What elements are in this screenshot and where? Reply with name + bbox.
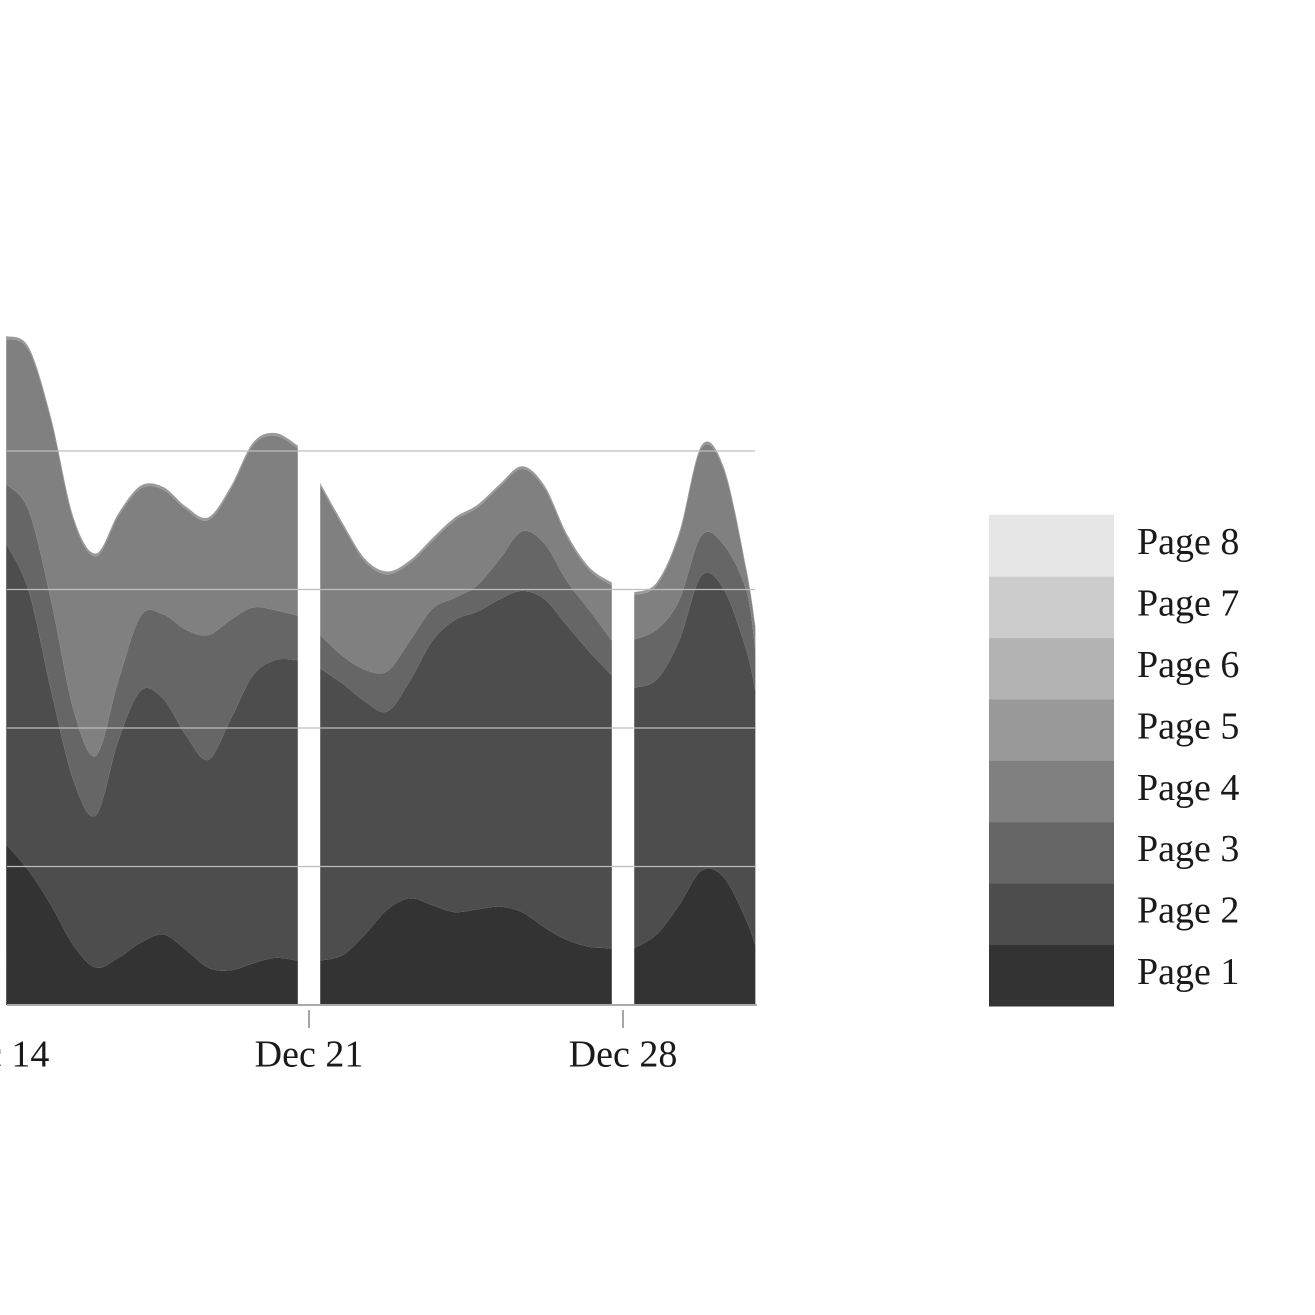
area — [6, 543, 756, 971]
legend-label: Page 5 — [1137, 705, 1239, 747]
legend-swatch — [989, 760, 1114, 823]
area — [6, 844, 756, 1005]
legend-swatch — [989, 514, 1114, 577]
area — [6, 484, 756, 817]
legend-swatch — [989, 883, 1114, 946]
x-tick-label: Dec 21 — [255, 1034, 364, 1076]
legend-label: Page 3 — [1137, 828, 1239, 870]
legend-label: Page 1 — [1137, 951, 1239, 993]
x-tick-label: Dec 28 — [569, 1034, 678, 1076]
legend-swatch — [989, 576, 1114, 639]
legend-swatch — [989, 637, 1114, 700]
legend-label: Page 2 — [1137, 890, 1239, 932]
legend-swatch — [989, 821, 1114, 884]
area — [6, 338, 756, 757]
legend-label: Page 6 — [1137, 644, 1239, 686]
legend-swatch — [989, 699, 1114, 761]
legend-label: Page 7 — [1137, 583, 1239, 625]
legend-swatch — [989, 944, 1114, 1007]
legend-label: Page 4 — [1137, 767, 1239, 809]
legend-label: Page 8 — [1137, 521, 1239, 563]
x-tick-label: Dec 14 — [0, 1034, 49, 1076]
